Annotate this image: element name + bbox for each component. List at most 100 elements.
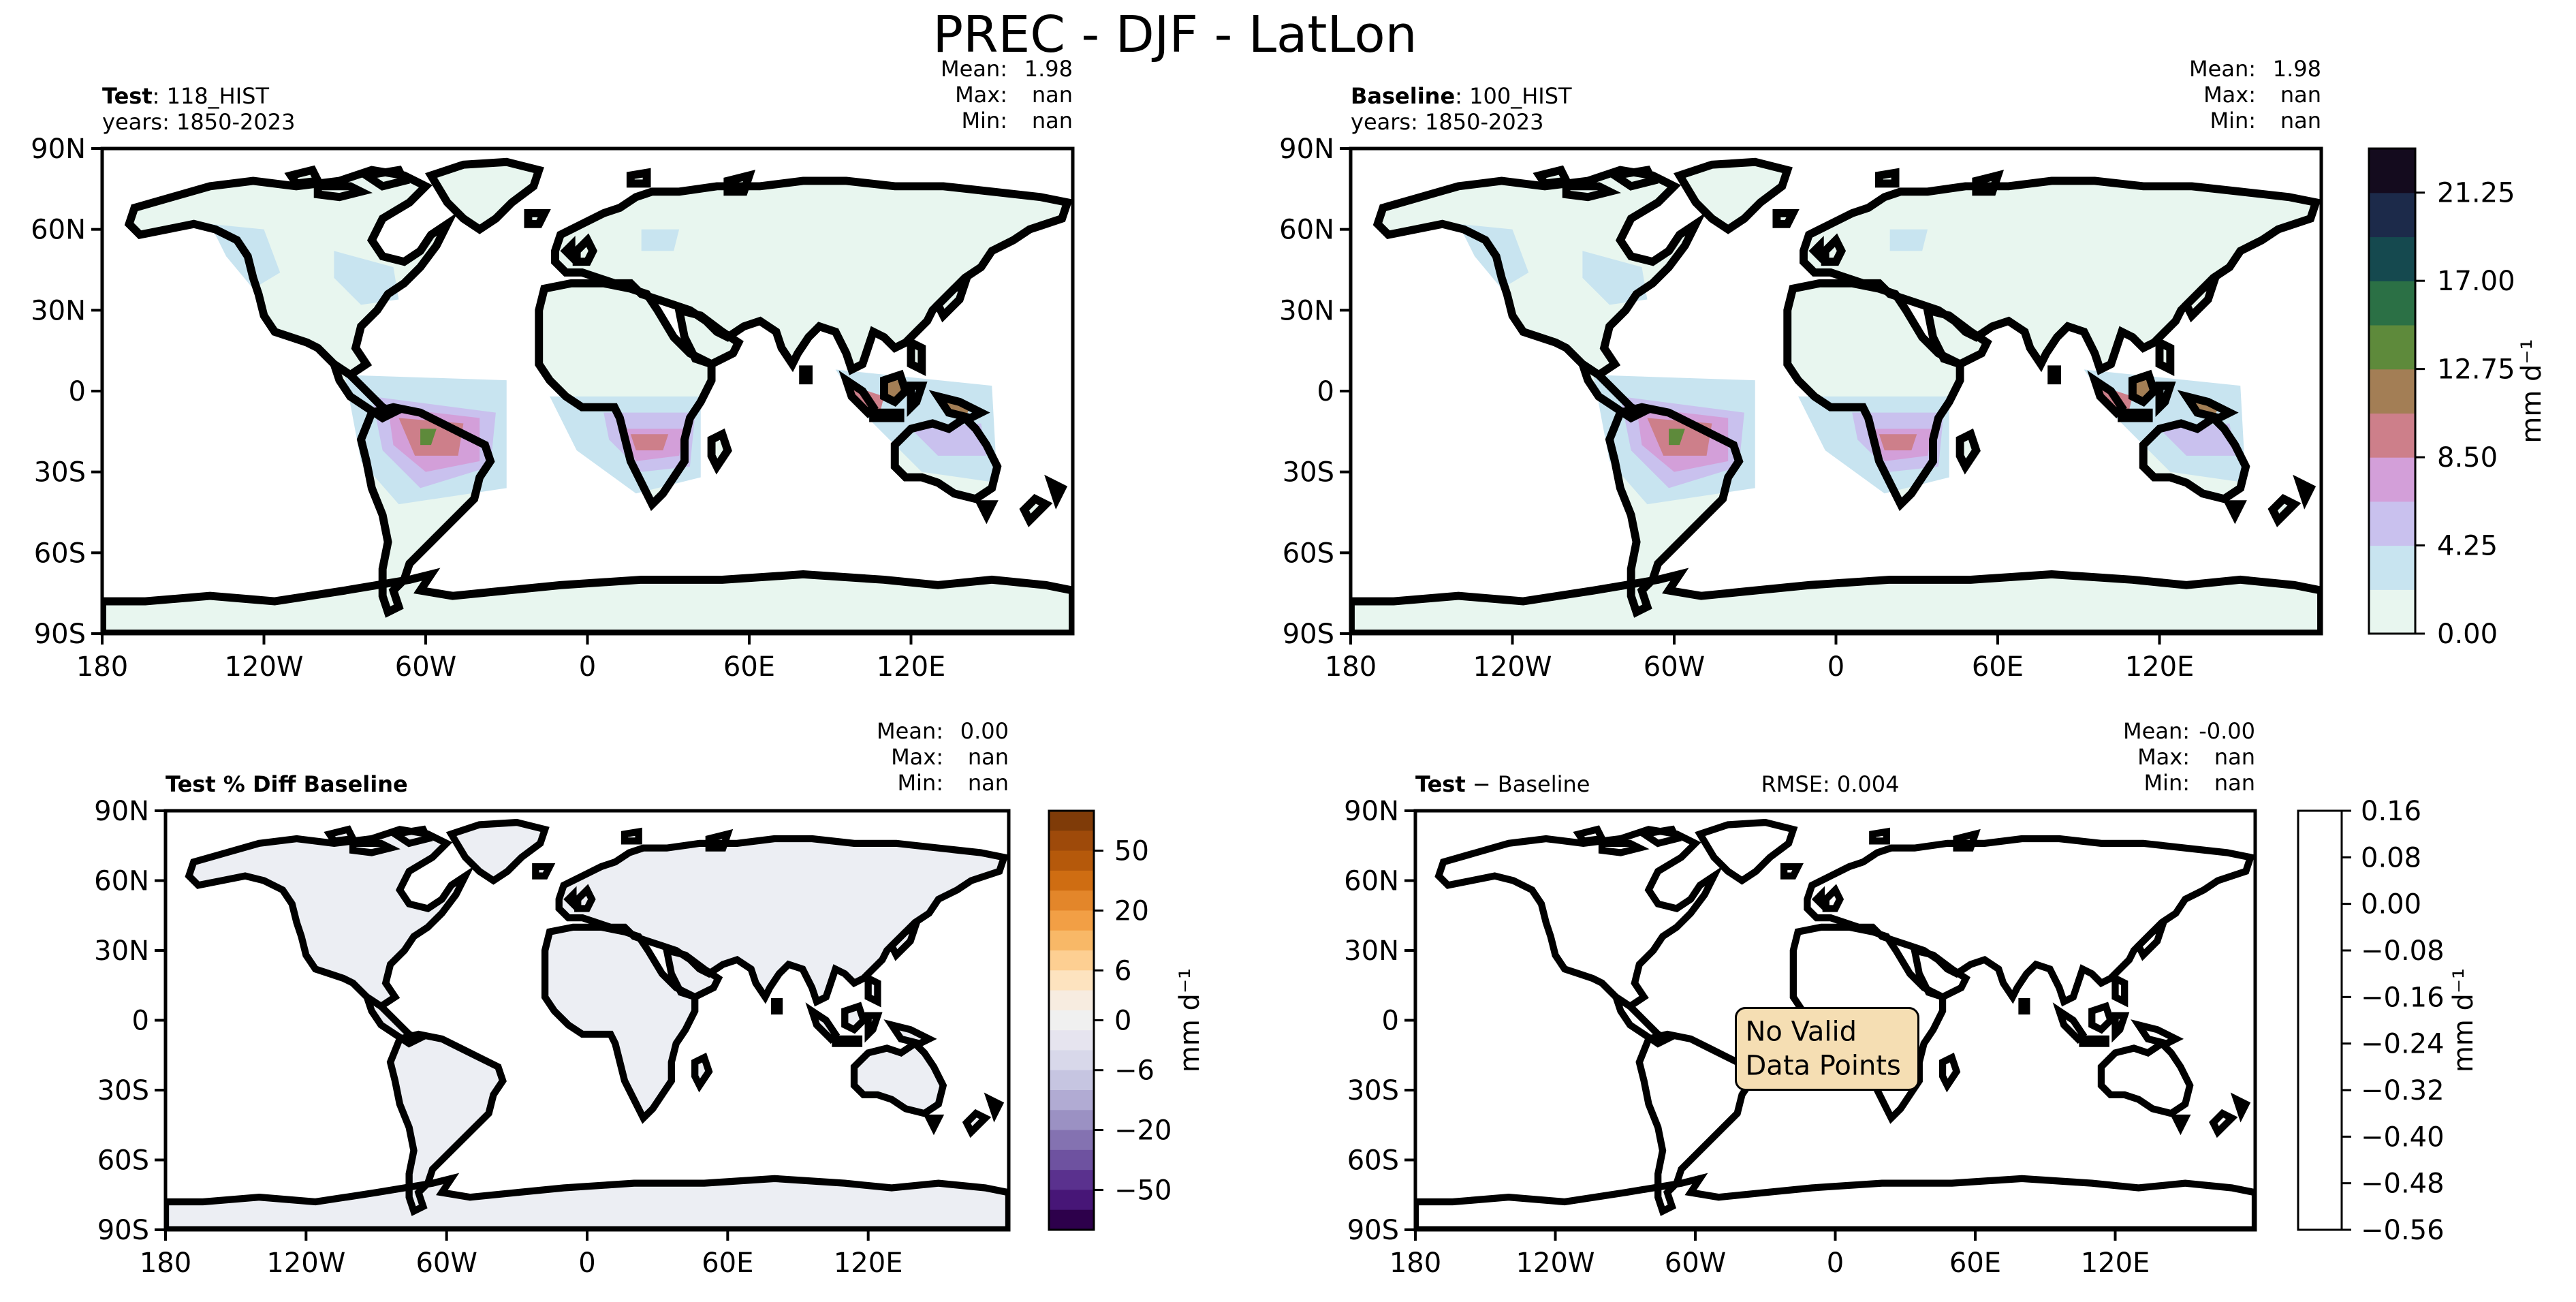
stat-value: 1.98 bbox=[2273, 56, 2321, 82]
colorbar-tick-label: 20 bbox=[1114, 895, 1149, 927]
map-pctdiff bbox=[166, 822, 1009, 1230]
panel-title-bold: Test bbox=[102, 83, 153, 109]
lat-tick-label: 90N bbox=[94, 796, 149, 827]
colorbar-tick-label: −0.08 bbox=[2361, 935, 2445, 967]
colorbar-tick-label: 0.00 bbox=[2437, 619, 2498, 650]
colorbar-tick-label: −0.40 bbox=[2361, 1121, 2445, 1153]
lat-tick-label: 0 bbox=[69, 376, 86, 407]
panel-title-rest: − Baseline bbox=[1466, 771, 1590, 797]
lon-tick-label: 60W bbox=[415, 1247, 477, 1279]
lat-tick-label: 60S bbox=[34, 538, 86, 569]
stat-value: -0.00 bbox=[2199, 718, 2255, 744]
colorbar-segment bbox=[2369, 413, 2415, 458]
panel-title-rest: : 118_HIST bbox=[153, 83, 270, 109]
colorbar-tick-label: 0.16 bbox=[2361, 796, 2421, 827]
colorbar-tick-label: −20 bbox=[1114, 1115, 1172, 1147]
panel-title-rest: : 100_HIST bbox=[1455, 83, 1572, 109]
colorbar-segment bbox=[2298, 811, 2342, 1230]
colorbar-tick-label: 12.75 bbox=[2437, 354, 2515, 386]
lat-tick-label: 60N bbox=[1279, 215, 1334, 246]
lon-tick-label: 60W bbox=[1665, 1247, 1726, 1279]
colorbar-segment bbox=[1049, 1090, 1094, 1111]
lat-tick-label: 30N bbox=[1279, 295, 1334, 326]
lat-tick-label: 30N bbox=[94, 935, 149, 967]
lon-tick-label: 60W bbox=[395, 651, 456, 683]
map-test bbox=[102, 162, 1073, 634]
stat-value: 1.98 bbox=[1024, 56, 1073, 82]
lat-tick-label: 30S bbox=[34, 457, 86, 489]
colorbar-tick-label: 17.00 bbox=[2437, 266, 2515, 297]
lon-tick-label: 0 bbox=[578, 1247, 595, 1279]
lat-tick-label: 90N bbox=[1279, 134, 1334, 165]
colorbar-cbar-pct: 50 20 6 0 −6 −20 −50 mm d⁻¹ bbox=[1048, 809, 1206, 1231]
lon-tick-label: 120W bbox=[1516, 1247, 1595, 1279]
stat-name: Mean: bbox=[877, 718, 943, 744]
colorbar-segment bbox=[1049, 831, 1094, 852]
colorbar-tick-label: 8.50 bbox=[2437, 442, 2498, 474]
stat-value: nan bbox=[2214, 770, 2255, 796]
panel-title: Test − Baseline bbox=[1415, 771, 1590, 797]
colorbar-tick-label: −6 bbox=[1114, 1055, 1155, 1087]
colorbar-tick-label: 0.08 bbox=[2361, 842, 2421, 873]
lon-tick-label: 120E bbox=[877, 651, 946, 683]
stat-name: Min: bbox=[2143, 770, 2190, 796]
colorbar-segment bbox=[2369, 324, 2415, 370]
colorbar-segment bbox=[2369, 281, 2415, 326]
stat-name: Max: bbox=[2137, 744, 2190, 770]
colorbar-segment bbox=[2369, 501, 2415, 546]
colorbar-segment bbox=[1049, 890, 1094, 912]
colorbar-frame bbox=[2368, 147, 2417, 635]
panel-title: Test: 118_HIST bbox=[102, 83, 269, 109]
colorbar-segment bbox=[1049, 1149, 1094, 1171]
colorbar-tick-label: −0.56 bbox=[2361, 1215, 2445, 1246]
lat-tick-label: 0 bbox=[132, 1006, 149, 1037]
lat-tick-label: 30S bbox=[1283, 457, 1334, 489]
stat-value: 0.00 bbox=[960, 718, 1009, 744]
rmse-label: RMSE: 0.004 bbox=[1761, 771, 1900, 797]
lat-tick-label: 90S bbox=[1347, 1215, 1399, 1246]
stat-name: Min: bbox=[2210, 108, 2256, 134]
lat-tick-label: 90N bbox=[31, 134, 86, 165]
lat-tick-label: 60S bbox=[1283, 538, 1334, 569]
colorbar-segment bbox=[1049, 811, 1094, 831]
colorbar-frame bbox=[2297, 809, 2343, 1231]
lon-tick-label: 120E bbox=[2125, 651, 2195, 683]
stat-value: nan bbox=[2214, 744, 2255, 770]
lon-tick-label: 60E bbox=[1949, 1247, 2001, 1279]
lat-tick-label: 90S bbox=[34, 619, 86, 650]
colorbar-segment bbox=[1049, 1190, 1094, 1211]
colorbar-cbar-diff: 0.16 0.08 0.00 −0.08 −0.16 −0.24 −0.32 −0.40 −0.… bbox=[2297, 796, 2479, 1246]
lon-tick-label: 120W bbox=[1473, 651, 1552, 683]
lat-tick-label: 60N bbox=[1344, 866, 1399, 897]
colorbar-segment bbox=[1049, 1030, 1094, 1051]
lat-tick-label: 60N bbox=[94, 866, 149, 897]
colorbar-segment bbox=[1049, 950, 1094, 971]
colorbar-segment bbox=[1049, 1110, 1094, 1131]
colorbar-tick-label: 4.25 bbox=[2437, 531, 2498, 562]
colorbar-segment bbox=[1049, 1050, 1094, 1071]
figure-title: PREC - DJF - LatLon bbox=[932, 5, 1417, 64]
colorbar-segment bbox=[1049, 910, 1094, 931]
colorbar-tick-label: −50 bbox=[1114, 1175, 1172, 1206]
colorbar-segment bbox=[1049, 870, 1094, 891]
panel-title-bold: Test % Diff Baseline bbox=[166, 771, 408, 797]
colorbar-tick-label: −0.48 bbox=[2361, 1168, 2445, 1200]
colorbar-tick-label: 21.25 bbox=[2437, 178, 2515, 209]
stat-value: nan bbox=[1032, 108, 1073, 134]
panel-title: Baseline: 100_HIST bbox=[1351, 83, 1572, 109]
colorbar-label: mm d⁻¹ bbox=[1174, 968, 1206, 1072]
lat-tick-label: 0 bbox=[1382, 1006, 1399, 1037]
colorbar-segment bbox=[1049, 1070, 1094, 1091]
colorbar-segment bbox=[1049, 970, 1094, 991]
colorbar-label: mm d⁻¹ bbox=[2516, 339, 2547, 443]
colorbar-segment bbox=[2369, 457, 2415, 502]
stat-name: Min: bbox=[897, 770, 943, 796]
colorbar-tick-label: −0.32 bbox=[2361, 1075, 2445, 1106]
panel-years: years: 1850-2023 bbox=[102, 109, 295, 135]
stat-value: nan bbox=[968, 770, 1009, 796]
lon-tick-label: 180 bbox=[1389, 1247, 1441, 1279]
lon-tick-label: 0 bbox=[1827, 1247, 1844, 1279]
